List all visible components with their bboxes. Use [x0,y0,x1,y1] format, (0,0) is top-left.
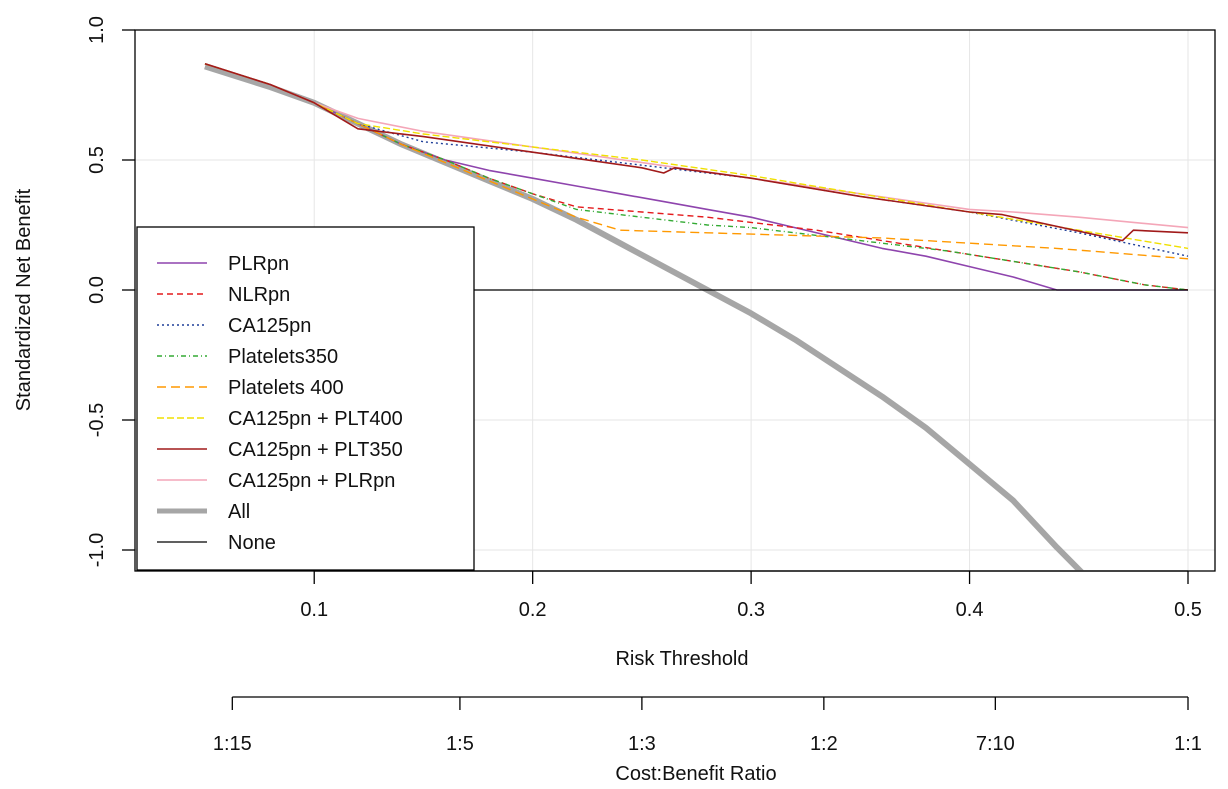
y-tick-label: 0.0 [86,276,108,304]
x-tick-label: 0.5 [1174,599,1202,621]
legend-label: Platelets350 [228,346,338,368]
x-tick-label: 0.4 [956,599,984,621]
cost-benefit-tick-label: 1:2 [810,733,838,755]
y-axis-label: Standardized Net Benefit [13,188,35,411]
x-tick-label: 0.1 [300,599,328,621]
legend-label: CA125pn [228,315,311,337]
series-layer [204,63,1189,571]
x-axis: 0.1 0.2 0.3 0.4 0.5 [300,570,1202,621]
cost-benefit-tick-label: 7:10 [976,733,1015,755]
legend-label: CA125pn + PLT400 [228,408,403,430]
series-line-ca125pn-plt400 [204,63,1189,250]
cost-benefit-axis-label: Cost:Benefit Ratio [615,763,776,785]
x-tick-label: 0.2 [519,599,547,621]
cost-benefit-axis: 1:15 1:5 1:3 1:2 7:10 1:1 [213,696,1202,755]
y-tick-label: -1.0 [86,533,108,567]
legend-label: NLRpn [228,284,290,306]
series-line-ca125pn-plrpn [204,63,1189,229]
legend-label: PLRpn [228,253,289,275]
legend-label: All [228,501,250,523]
cost-benefit-tick-label: 1:1 [1174,733,1202,755]
legend-label: CA125pn + PLRpn [228,470,395,492]
cost-benefit-tick-label: 1:3 [628,733,656,755]
cost-benefit-tick-label: 1:15 [213,733,252,755]
legend-label: Platelets 400 [228,377,344,399]
cost-benefit-tick-label: 1:5 [446,733,474,755]
series-line-ca125pn-plt350 [204,63,1189,242]
x-axis-label: Risk Threshold [615,648,748,670]
legend: PLRpn NLRpn CA125pn Platelets350 Platelets 4… [136,226,475,571]
legend-label: None [228,532,276,554]
y-axis: -1.0 -0.5 0.0 0.5 1.0 [86,16,135,567]
y-tick-label: 1.0 [86,16,108,44]
legend-label: CA125pn + PLT350 [228,439,403,461]
y-tick-label: 0.5 [86,146,108,174]
y-tick-label: -0.5 [86,403,108,437]
x-tick-label: 0.3 [737,599,765,621]
